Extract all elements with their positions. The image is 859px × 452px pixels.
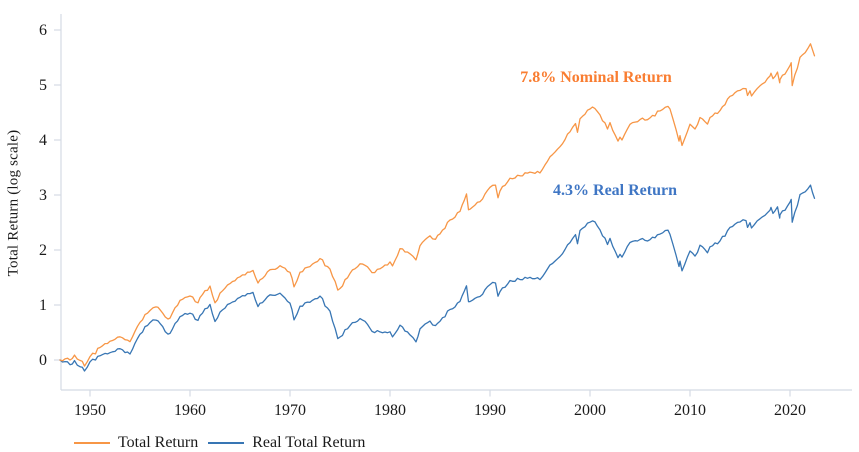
y-tick-label: 1 <box>39 297 47 314</box>
total-return-line-swatch <box>74 442 110 444</box>
x-tick-label: 1970 <box>274 402 306 419</box>
y-tick-label: 6 <box>39 22 47 39</box>
x-tick-label: 1980 <box>374 402 406 419</box>
real-total-return-line <box>59 184 816 372</box>
legend: Total Return Real Total Return <box>74 434 365 452</box>
y-tick-label: 3 <box>39 187 47 204</box>
y-tick-label: 2 <box>39 242 47 259</box>
x-tick-label: 1950 <box>74 402 106 419</box>
x-tick-label: 2000 <box>574 402 606 419</box>
legend-label-real-total-return: Real Total Return <box>252 434 366 451</box>
x-tick-label: 2010 <box>674 402 706 419</box>
y-tick-label: 4 <box>39 132 47 149</box>
x-tick-label: 1990 <box>474 402 506 419</box>
legend-label-total-return: Total Return <box>118 434 199 451</box>
legend-item-real-total-return: Real Total Return <box>208 434 365 452</box>
y-tick-label: 0 <box>39 352 47 369</box>
y-axis-title: Total Return (log scale) <box>5 129 22 277</box>
nominal-return-annotation: 7.8% Nominal Return <box>520 68 672 86</box>
x-tick-label: 1960 <box>174 402 206 419</box>
y-tick-label: 5 <box>39 77 47 94</box>
x-tick-label: 2020 <box>774 402 806 419</box>
real-total-return-line-swatch <box>208 442 245 444</box>
real-return-annotation: 4.3% Real Return <box>553 182 677 200</box>
legend-item-total-return: Total Return <box>74 434 198 452</box>
total-return-line <box>59 43 816 367</box>
